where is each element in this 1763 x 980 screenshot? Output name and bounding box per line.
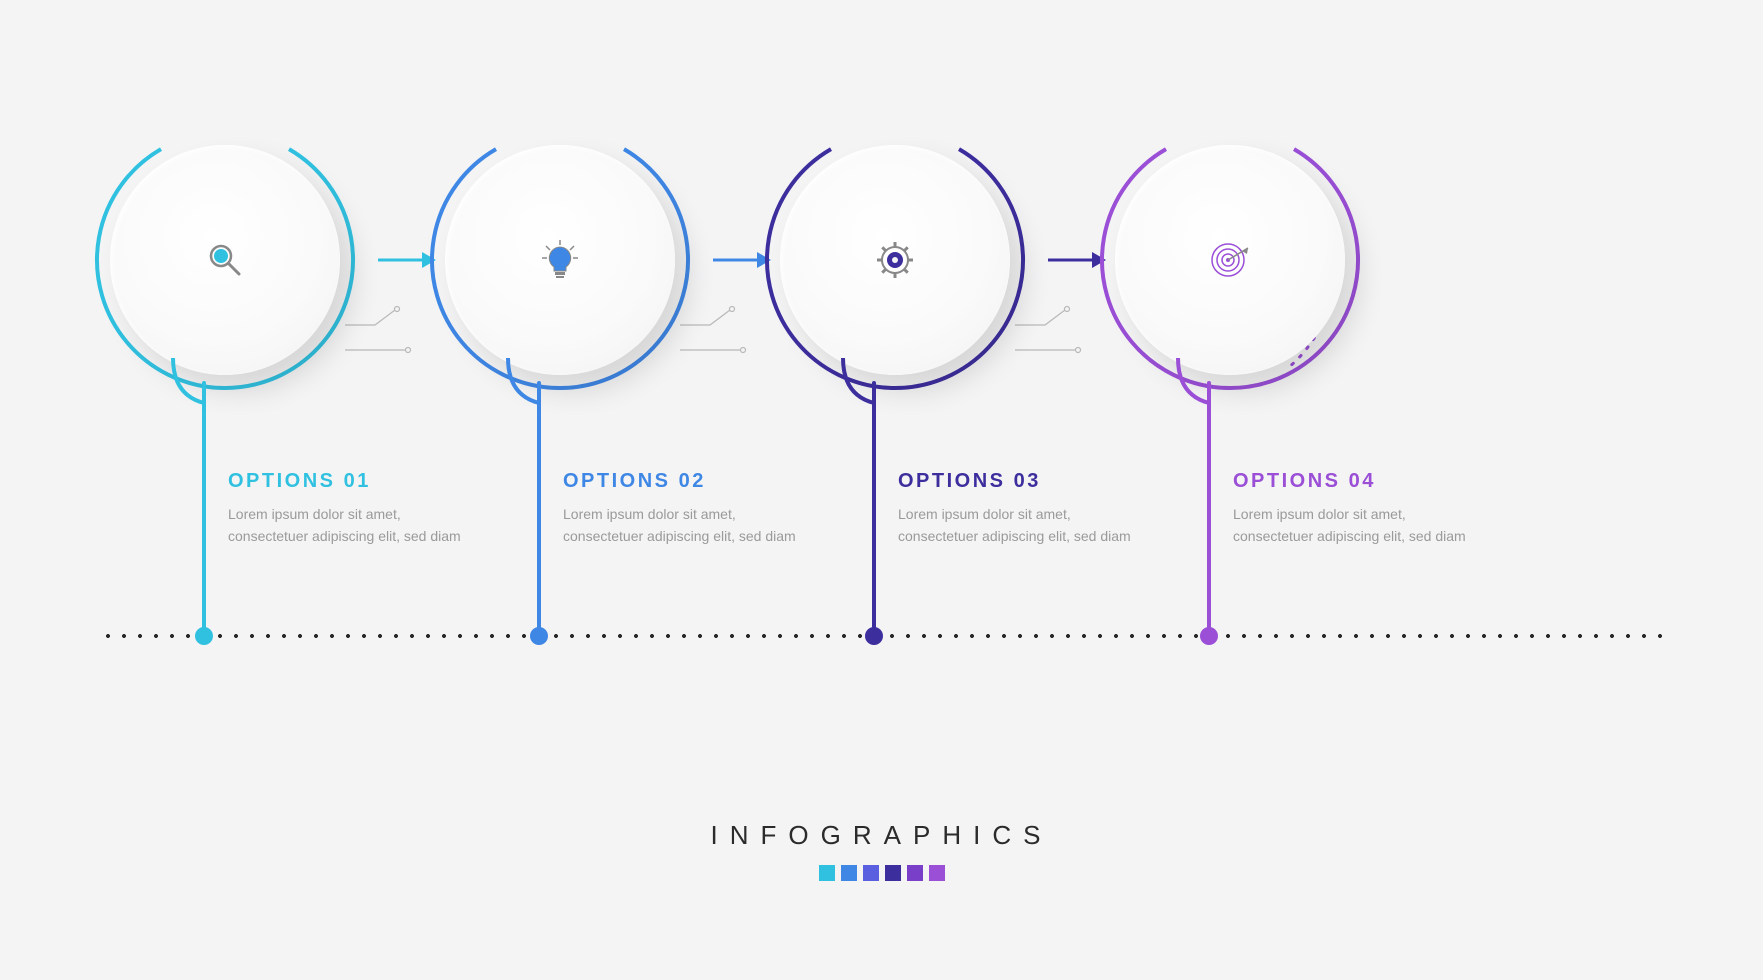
footer: INFOGRAPHICS <box>0 820 1763 881</box>
step-connector <box>505 355 565 420</box>
arrow-icon <box>1048 248 1108 272</box>
footer-swatches <box>0 865 1763 881</box>
step-1: OPTIONS 01Lorem ipsum dolor sit amet, co… <box>110 0 450 700</box>
step-body: Lorem ipsum dolor sit amet, consectetuer… <box>898 504 1138 547</box>
step-title: OPTIONS 03 <box>898 470 1041 493</box>
step-3: OPTIONS 03Lorem ipsum dolor sit amet, co… <box>780 0 1120 700</box>
step-body: Lorem ipsum dolor sit amet, consectetuer… <box>1233 504 1473 547</box>
arrow-icon <box>378 248 438 272</box>
step-4: OPTIONS 04Lorem ipsum dolor sit amet, co… <box>1115 0 1455 700</box>
swatch <box>819 865 835 881</box>
bulb-icon <box>445 145 675 375</box>
step-body: Lorem ipsum dolor sit amet, consectetuer… <box>228 504 468 547</box>
swatch <box>907 865 923 881</box>
step-2: OPTIONS 02Lorem ipsum dolor sit amet, co… <box>445 0 785 700</box>
step-connector <box>170 355 230 420</box>
step-stem <box>537 381 541 636</box>
swatch <box>929 865 945 881</box>
swatch <box>885 865 901 881</box>
step-body: Lorem ipsum dolor sit amet, consectetuer… <box>563 504 803 547</box>
circuit-decoration <box>1015 305 1095 375</box>
target-icon <box>1115 145 1345 375</box>
swatch <box>863 865 879 881</box>
timeline-node <box>1200 627 1218 645</box>
step-stem <box>202 381 206 636</box>
step-title: OPTIONS 01 <box>228 470 371 493</box>
swatch <box>841 865 857 881</box>
timeline-node <box>865 627 883 645</box>
search-icon <box>110 145 340 375</box>
timeline-node <box>530 627 548 645</box>
timeline-node <box>195 627 213 645</box>
circuit-decoration <box>680 305 760 375</box>
step-title: OPTIONS 02 <box>563 470 706 493</box>
arrow-icon <box>713 248 773 272</box>
circuit-decoration <box>345 305 425 375</box>
step-stem <box>1207 381 1211 636</box>
step-title: OPTIONS 04 <box>1233 470 1376 493</box>
footer-title: INFOGRAPHICS <box>0 820 1763 851</box>
gear-icon <box>780 145 1010 375</box>
step-stem <box>872 381 876 636</box>
infographic-stage: OPTIONS 01 Lorem ipsum dolor sit amet, co… <box>0 0 1763 980</box>
step-connector <box>840 355 900 420</box>
step-connector <box>1175 355 1235 420</box>
